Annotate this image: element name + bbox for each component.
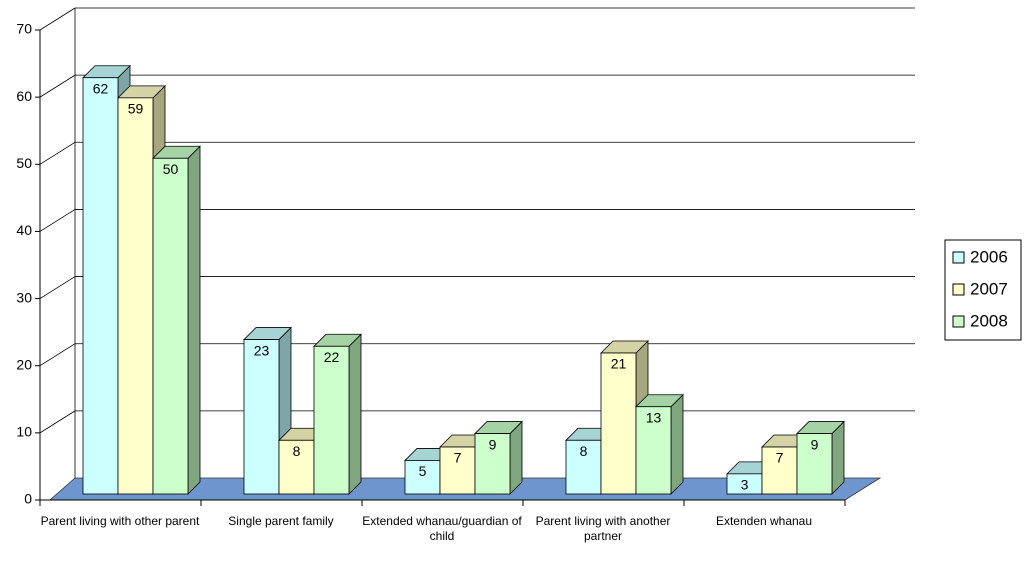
- data-label: 3: [741, 477, 749, 493]
- bar-side: [187, 145, 201, 495]
- x-tick-label: Parent living with other parent: [40, 514, 200, 528]
- x-tick-label: Extended whanau/guardian of child: [362, 514, 522, 543]
- y-tick-label: 10: [16, 424, 32, 440]
- bar-side: [670, 393, 684, 495]
- y-tick-label: 70: [16, 21, 32, 37]
- bar: [152, 157, 189, 495]
- bar: [439, 446, 476, 495]
- grid-diagonal: [39, 276, 76, 299]
- data-label: 59: [128, 101, 144, 117]
- grid-diagonal: [39, 410, 76, 434]
- y-tick-label: 30: [16, 289, 32, 305]
- y-tick-label: 20: [16, 356, 32, 372]
- legend-swatch: [952, 315, 965, 328]
- data-label: 21: [611, 356, 627, 372]
- bar: [82, 77, 119, 495]
- bar: [600, 352, 637, 495]
- y-tick-label: 0: [24, 491, 32, 507]
- bar-side: [831, 420, 845, 495]
- y-tick-label: 50: [16, 155, 32, 171]
- grid-diagonal: [39, 209, 76, 232]
- bar-side: [348, 333, 362, 495]
- y-tick-label: 40: [16, 222, 32, 238]
- data-label: 7: [776, 450, 784, 466]
- y-tick-label: 60: [16, 88, 32, 104]
- bar: [635, 406, 672, 495]
- data-label: 13: [646, 409, 662, 425]
- grid-diagonal: [39, 343, 76, 367]
- x-tick-label: Single parent family: [228, 514, 334, 528]
- legend-label: 2006: [970, 247, 1008, 266]
- legend-swatch: [952, 251, 965, 264]
- legend-label: 2007: [970, 279, 1008, 298]
- data-label: 8: [293, 443, 301, 459]
- legend-label: 2008: [970, 311, 1008, 330]
- bar: [117, 97, 154, 495]
- grid-diagonal: [39, 7, 76, 31]
- data-label: 22: [324, 349, 340, 365]
- bar: [404, 460, 441, 495]
- data-label: 62: [93, 80, 109, 96]
- bar: [278, 439, 315, 495]
- legend-swatch: [952, 283, 965, 296]
- x-tick-label: Parent living with another partner: [535, 514, 671, 543]
- data-label: 8: [580, 443, 588, 459]
- data-label: 7: [454, 450, 462, 466]
- data-label: 9: [489, 436, 497, 452]
- bar-side: [509, 420, 523, 495]
- data-label: 50: [163, 161, 179, 177]
- bar: [243, 339, 280, 495]
- bar: [565, 439, 602, 495]
- data-label: 23: [254, 342, 270, 358]
- x-tick-label: Extenden whanau: [715, 514, 813, 528]
- bar: [474, 433, 511, 495]
- data-label: 5: [419, 463, 427, 479]
- data-label: 9: [811, 436, 819, 452]
- grid-diagonal: [39, 74, 76, 98]
- grid-diagonal: [39, 141, 76, 165]
- bar: [313, 345, 350, 495]
- bar: [796, 433, 833, 495]
